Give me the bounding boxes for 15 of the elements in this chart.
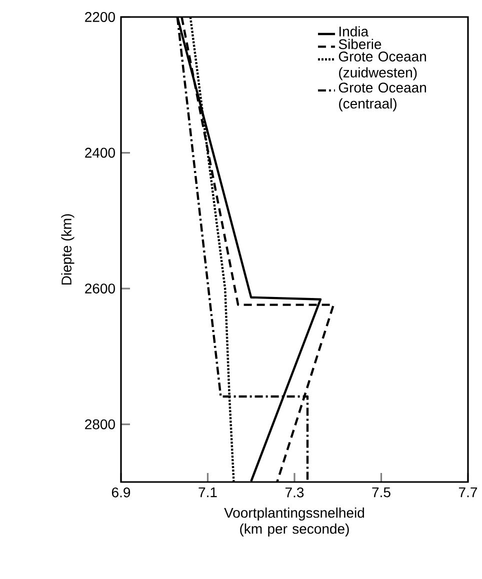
x-tick-label: 7.5 bbox=[372, 487, 390, 498]
x-tick-label: 7.7 bbox=[458, 487, 477, 498]
y-tick-label: 2800 bbox=[84, 419, 115, 430]
y-tick-label: 2200 bbox=[84, 12, 115, 22]
y-axis-title: Diepte (km) bbox=[61, 214, 74, 285]
legend-label: Siberie bbox=[338, 38, 381, 50]
x-tick-label: 6.9 bbox=[112, 487, 130, 498]
legend-label: India bbox=[339, 26, 368, 36]
x-tick-label: 7.3 bbox=[285, 487, 304, 498]
x-tick-label: 7.1 bbox=[198, 487, 217, 498]
x-axis-title: Voortplantingssnelheid (km per seconde) bbox=[224, 508, 364, 537]
legend-label: Grote Oceaan (zuidwesten) bbox=[338, 52, 426, 80]
y-tick-label: 2600 bbox=[84, 284, 115, 294]
legend-label: Grote Oceaan (centraal) bbox=[338, 82, 426, 112]
y-tick-label: 2400 bbox=[84, 148, 115, 158]
